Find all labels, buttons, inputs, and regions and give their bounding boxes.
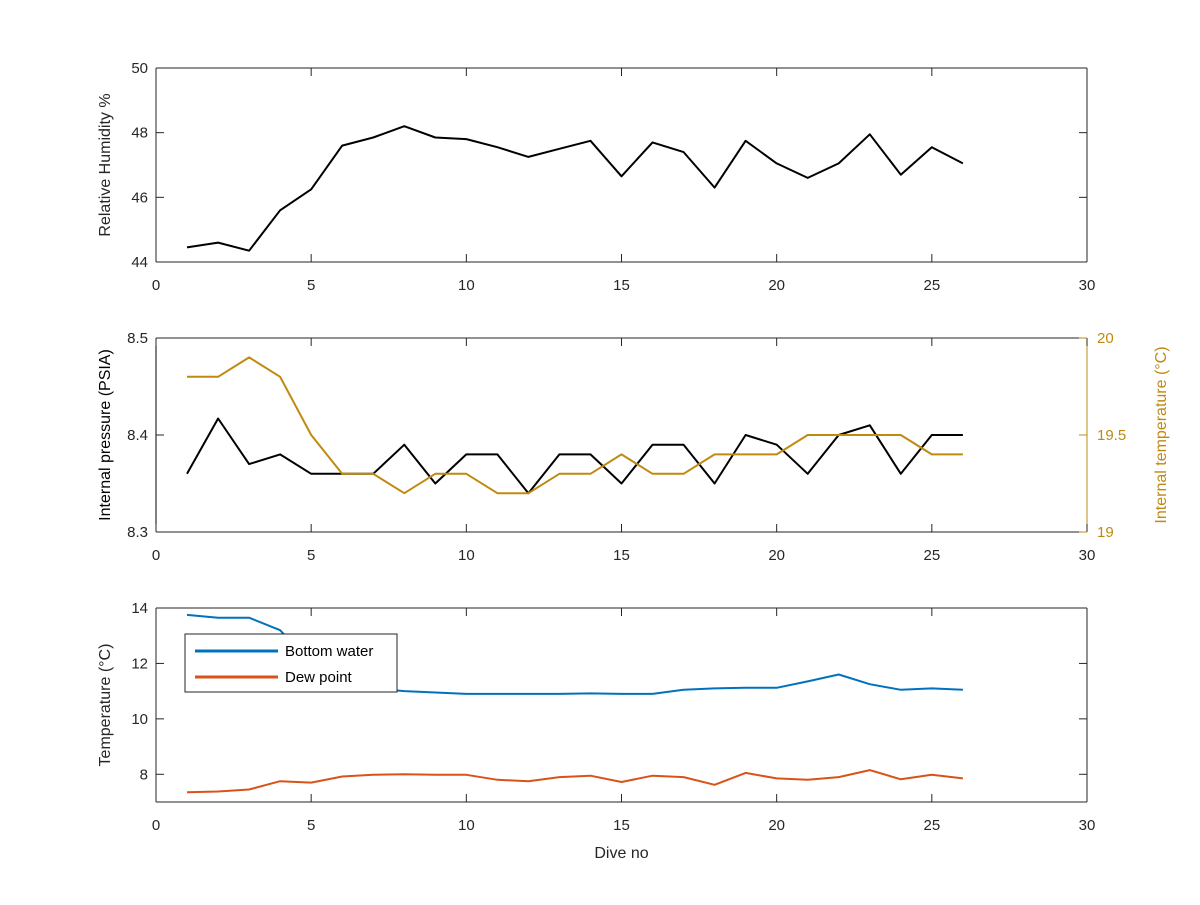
x-tick-label: 30: [1079, 277, 1096, 294]
x-tick-label: 0: [152, 277, 160, 294]
y-tick-label: 50: [131, 60, 148, 77]
x-tick-label: 30: [1079, 547, 1096, 564]
x-tick-label: 15: [613, 277, 630, 294]
x-tick-label: 25: [923, 277, 940, 294]
x-tick-label: 5: [307, 817, 315, 834]
y-axis-label: Temperature (°C): [97, 644, 114, 767]
y-tick-label: 12: [131, 655, 148, 672]
x-tick-label: 20: [768, 547, 785, 564]
series-line-dew-point: [186, 769, 964, 794]
x-tick-label: 5: [307, 277, 315, 294]
y-tick-label: 8.4: [127, 427, 148, 444]
legend-box: [184, 633, 398, 693]
series-line-panel1-1: [186, 125, 964, 252]
series-line-panel2-1: [186, 417, 963, 495]
x-tick-label: 25: [923, 547, 940, 564]
legend-label: Dew point: [285, 669, 353, 686]
x-tick-label: 15: [613, 817, 630, 834]
x-tick-label: 0: [152, 817, 160, 834]
series-line-panel2-2: [187, 356, 963, 495]
x-axis-label: Dive no: [594, 845, 648, 862]
x-tick-label: 10: [458, 817, 475, 834]
x-tick-label: 20: [768, 817, 785, 834]
y-tick-label: 46: [131, 189, 148, 206]
y-right-tick-label: 20: [1097, 330, 1114, 347]
x-tick-label: 30: [1079, 817, 1096, 834]
y-tick-label: 8: [140, 766, 148, 783]
y-right-tick-label: 19.5: [1097, 427, 1126, 444]
y-right-axis-label: Internal temperature (°C): [1153, 346, 1170, 523]
x-tick-label: 25: [923, 817, 940, 834]
x-tick-label: 0: [152, 547, 160, 564]
x-tick-label: 10: [458, 277, 475, 294]
y-tick-label: 8.3: [127, 524, 148, 541]
x-tick-label: 5: [307, 547, 315, 564]
y-tick-label: 48: [131, 125, 148, 142]
x-tick-label: 15: [613, 547, 630, 564]
y-tick-label: 8.5: [127, 330, 148, 347]
y-axis-label: Relative Humidity %: [97, 93, 114, 236]
y-tick-label: 44: [131, 254, 148, 271]
legend-label: Bottom water: [285, 643, 373, 660]
y-axis-label: Internal pressure (PSIA): [97, 349, 114, 521]
y-right-tick-label: 19: [1097, 524, 1114, 541]
plot-area-1: [156, 68, 1087, 262]
x-tick-label: 20: [768, 277, 785, 294]
x-tick-label: 10: [458, 547, 475, 564]
y-tick-label: 10: [131, 711, 148, 728]
y-tick-label: 14: [131, 600, 148, 617]
